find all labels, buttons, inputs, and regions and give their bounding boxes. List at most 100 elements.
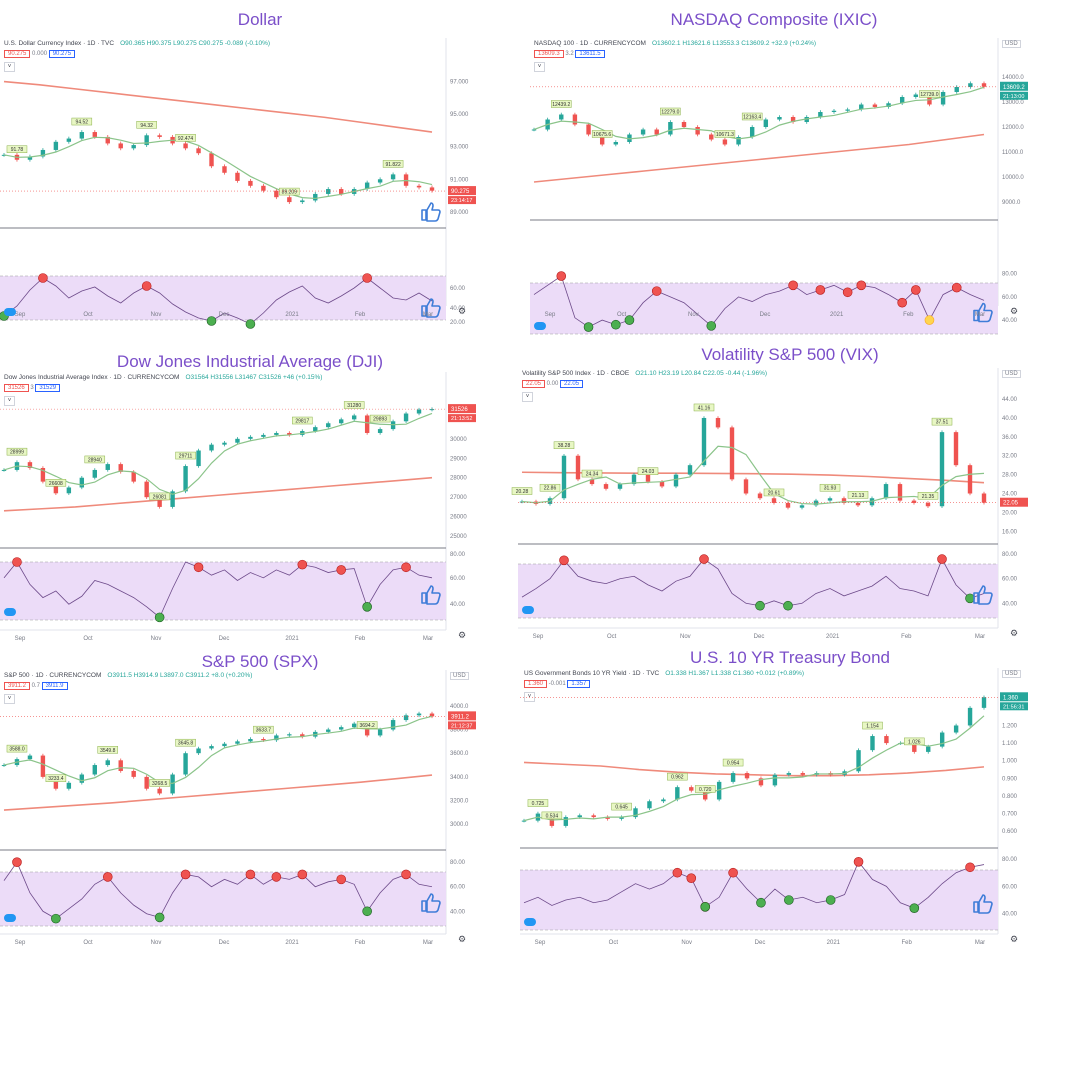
candle-body	[183, 143, 188, 149]
candle-body	[872, 104, 878, 107]
pivot-label-text: 0.645	[615, 805, 628, 811]
candle-body	[599, 134, 605, 145]
pivot-label-box	[6, 744, 28, 753]
pivot-price-label: 89.209	[279, 187, 300, 196]
overbought-marker	[297, 559, 308, 570]
price-tick-label: 16.00	[1002, 529, 1018, 535]
candle-body	[743, 479, 749, 494]
collapse-chevron-icon[interactable]: ˅	[4, 62, 15, 72]
settings-gear-icon[interactable]: ⚙	[1010, 628, 1019, 638]
cloud-icon[interactable]	[534, 322, 546, 330]
buy-price-box[interactable]: 90.275	[48, 50, 76, 58]
pivot-price-label: 94.32	[136, 121, 157, 129]
time-tick-label: Nov	[151, 940, 162, 946]
sell-price-box[interactable]: 3911.2	[4, 682, 30, 690]
time-tick-label: Nov	[680, 634, 691, 640]
candle-body	[855, 502, 861, 506]
time-tick-label: 2021	[830, 312, 844, 318]
candle-body	[758, 778, 764, 786]
candle-body	[313, 427, 318, 432]
pivot-label-text: 29711	[179, 454, 193, 460]
time-tick-label: Feb	[355, 940, 366, 946]
pivot-price-label: 0.725	[527, 799, 549, 807]
pivot-label-box	[149, 492, 170, 501]
cloud-icon[interactable]	[524, 918, 536, 926]
candle-body	[561, 455, 567, 499]
pivot-price-label: 26081	[149, 492, 170, 501]
sell-price-box[interactable]: 90.275	[4, 50, 31, 58]
buy-price-box[interactable]: 22.05	[560, 380, 584, 388]
long-moving-average-line	[533, 133, 985, 183]
candle-body	[261, 434, 266, 437]
candle-body	[339, 189, 344, 194]
pivot-label-box	[693, 403, 715, 412]
chart-title-nasdaq: NASDAQ Composite (IXIC)	[670, 10, 878, 29]
rsi-tick-label: 40.00	[1002, 318, 1018, 324]
candle-body	[1, 469, 7, 471]
candle-body	[659, 481, 665, 487]
price-tick-label: 32.00	[1002, 454, 1018, 460]
oversold-marker	[611, 319, 621, 330]
candle-body	[859, 104, 864, 110]
cloud-icon[interactable]	[4, 308, 16, 316]
collapse-chevron-icon[interactable]: ˅	[4, 396, 15, 406]
candle-body	[749, 127, 755, 137]
chart-title-dollar: Dollar	[237, 10, 283, 29]
overbought-marker	[842, 287, 853, 298]
settings-gear-icon[interactable]: ⚙	[458, 630, 467, 640]
candle-body	[27, 755, 33, 760]
buy-price-box[interactable]: 13611.5	[575, 50, 605, 58]
pivot-price-label: 12439.2	[551, 100, 572, 108]
sell-price-box[interactable]: 13609.3	[534, 50, 564, 58]
overbought-marker	[193, 562, 204, 573]
settings-gear-icon[interactable]: ⚙	[458, 306, 467, 316]
pivot-label-box	[611, 802, 632, 811]
candle-body	[730, 773, 736, 782]
buy-price-box[interactable]: 3911.9	[41, 682, 68, 690]
collapse-chevron-icon[interactable]: ˅	[4, 694, 15, 704]
settings-gear-icon[interactable]: ⚙	[1010, 306, 1019, 316]
candle-body	[695, 127, 700, 135]
pivot-label-box	[6, 145, 28, 153]
pivot-label-text: 91.822	[385, 162, 401, 168]
candle-body	[105, 136, 110, 144]
candle-body	[105, 760, 110, 766]
cloud-icon[interactable]	[4, 608, 16, 616]
collapse-chevron-icon[interactable]: ˅	[522, 392, 533, 402]
sell-price-box[interactable]: 22.05	[522, 380, 546, 388]
symbol-name: U.S. Dollar Currency Index · 1D · TVC	[4, 40, 115, 47]
candle-body	[701, 417, 707, 466]
oversold-marker	[784, 895, 794, 905]
rsi-tick-label: 60.00	[450, 576, 466, 582]
rsi-line	[3, 561, 433, 619]
candle-body	[27, 156, 33, 160]
currency-label: USD	[1002, 370, 1021, 378]
candle-body	[589, 479, 595, 485]
buy-price-box[interactable]: 31529	[35, 384, 61, 392]
candle-body	[196, 450, 201, 467]
candle-body	[981, 493, 987, 503]
sell-price-box[interactable]: 31526	[4, 384, 29, 392]
candle-body	[586, 124, 591, 135]
pivot-label-box	[553, 441, 575, 449]
symbol-header: Dow Jones Industrial Average Index · 1D …	[4, 374, 322, 381]
collapse-chevron-icon[interactable]: ˅	[534, 62, 545, 72]
oversold-marker	[783, 600, 793, 611]
spread-value: 0.7	[29, 683, 42, 689]
currency-label: USD	[450, 672, 469, 680]
pivot-label-text: 91.78	[11, 147, 24, 153]
candle-body	[661, 799, 666, 802]
sell-price-box[interactable]: 1.360	[524, 680, 548, 688]
cloud-icon[interactable]	[4, 914, 16, 922]
pivot-price-label: 10675.6	[591, 130, 613, 138]
candle-body	[675, 787, 680, 800]
candle-body	[715, 417, 721, 428]
time-tick-label: 2021	[285, 636, 299, 642]
candle-body	[364, 182, 370, 190]
buy-price-box[interactable]: 1.357	[567, 680, 591, 688]
settings-gear-icon[interactable]: ⚙	[1010, 934, 1019, 944]
cloud-icon[interactable]	[522, 606, 534, 614]
pivot-label-box	[511, 487, 533, 495]
settings-gear-icon[interactable]: ⚙	[458, 934, 467, 944]
countdown-tag	[1000, 91, 1028, 100]
